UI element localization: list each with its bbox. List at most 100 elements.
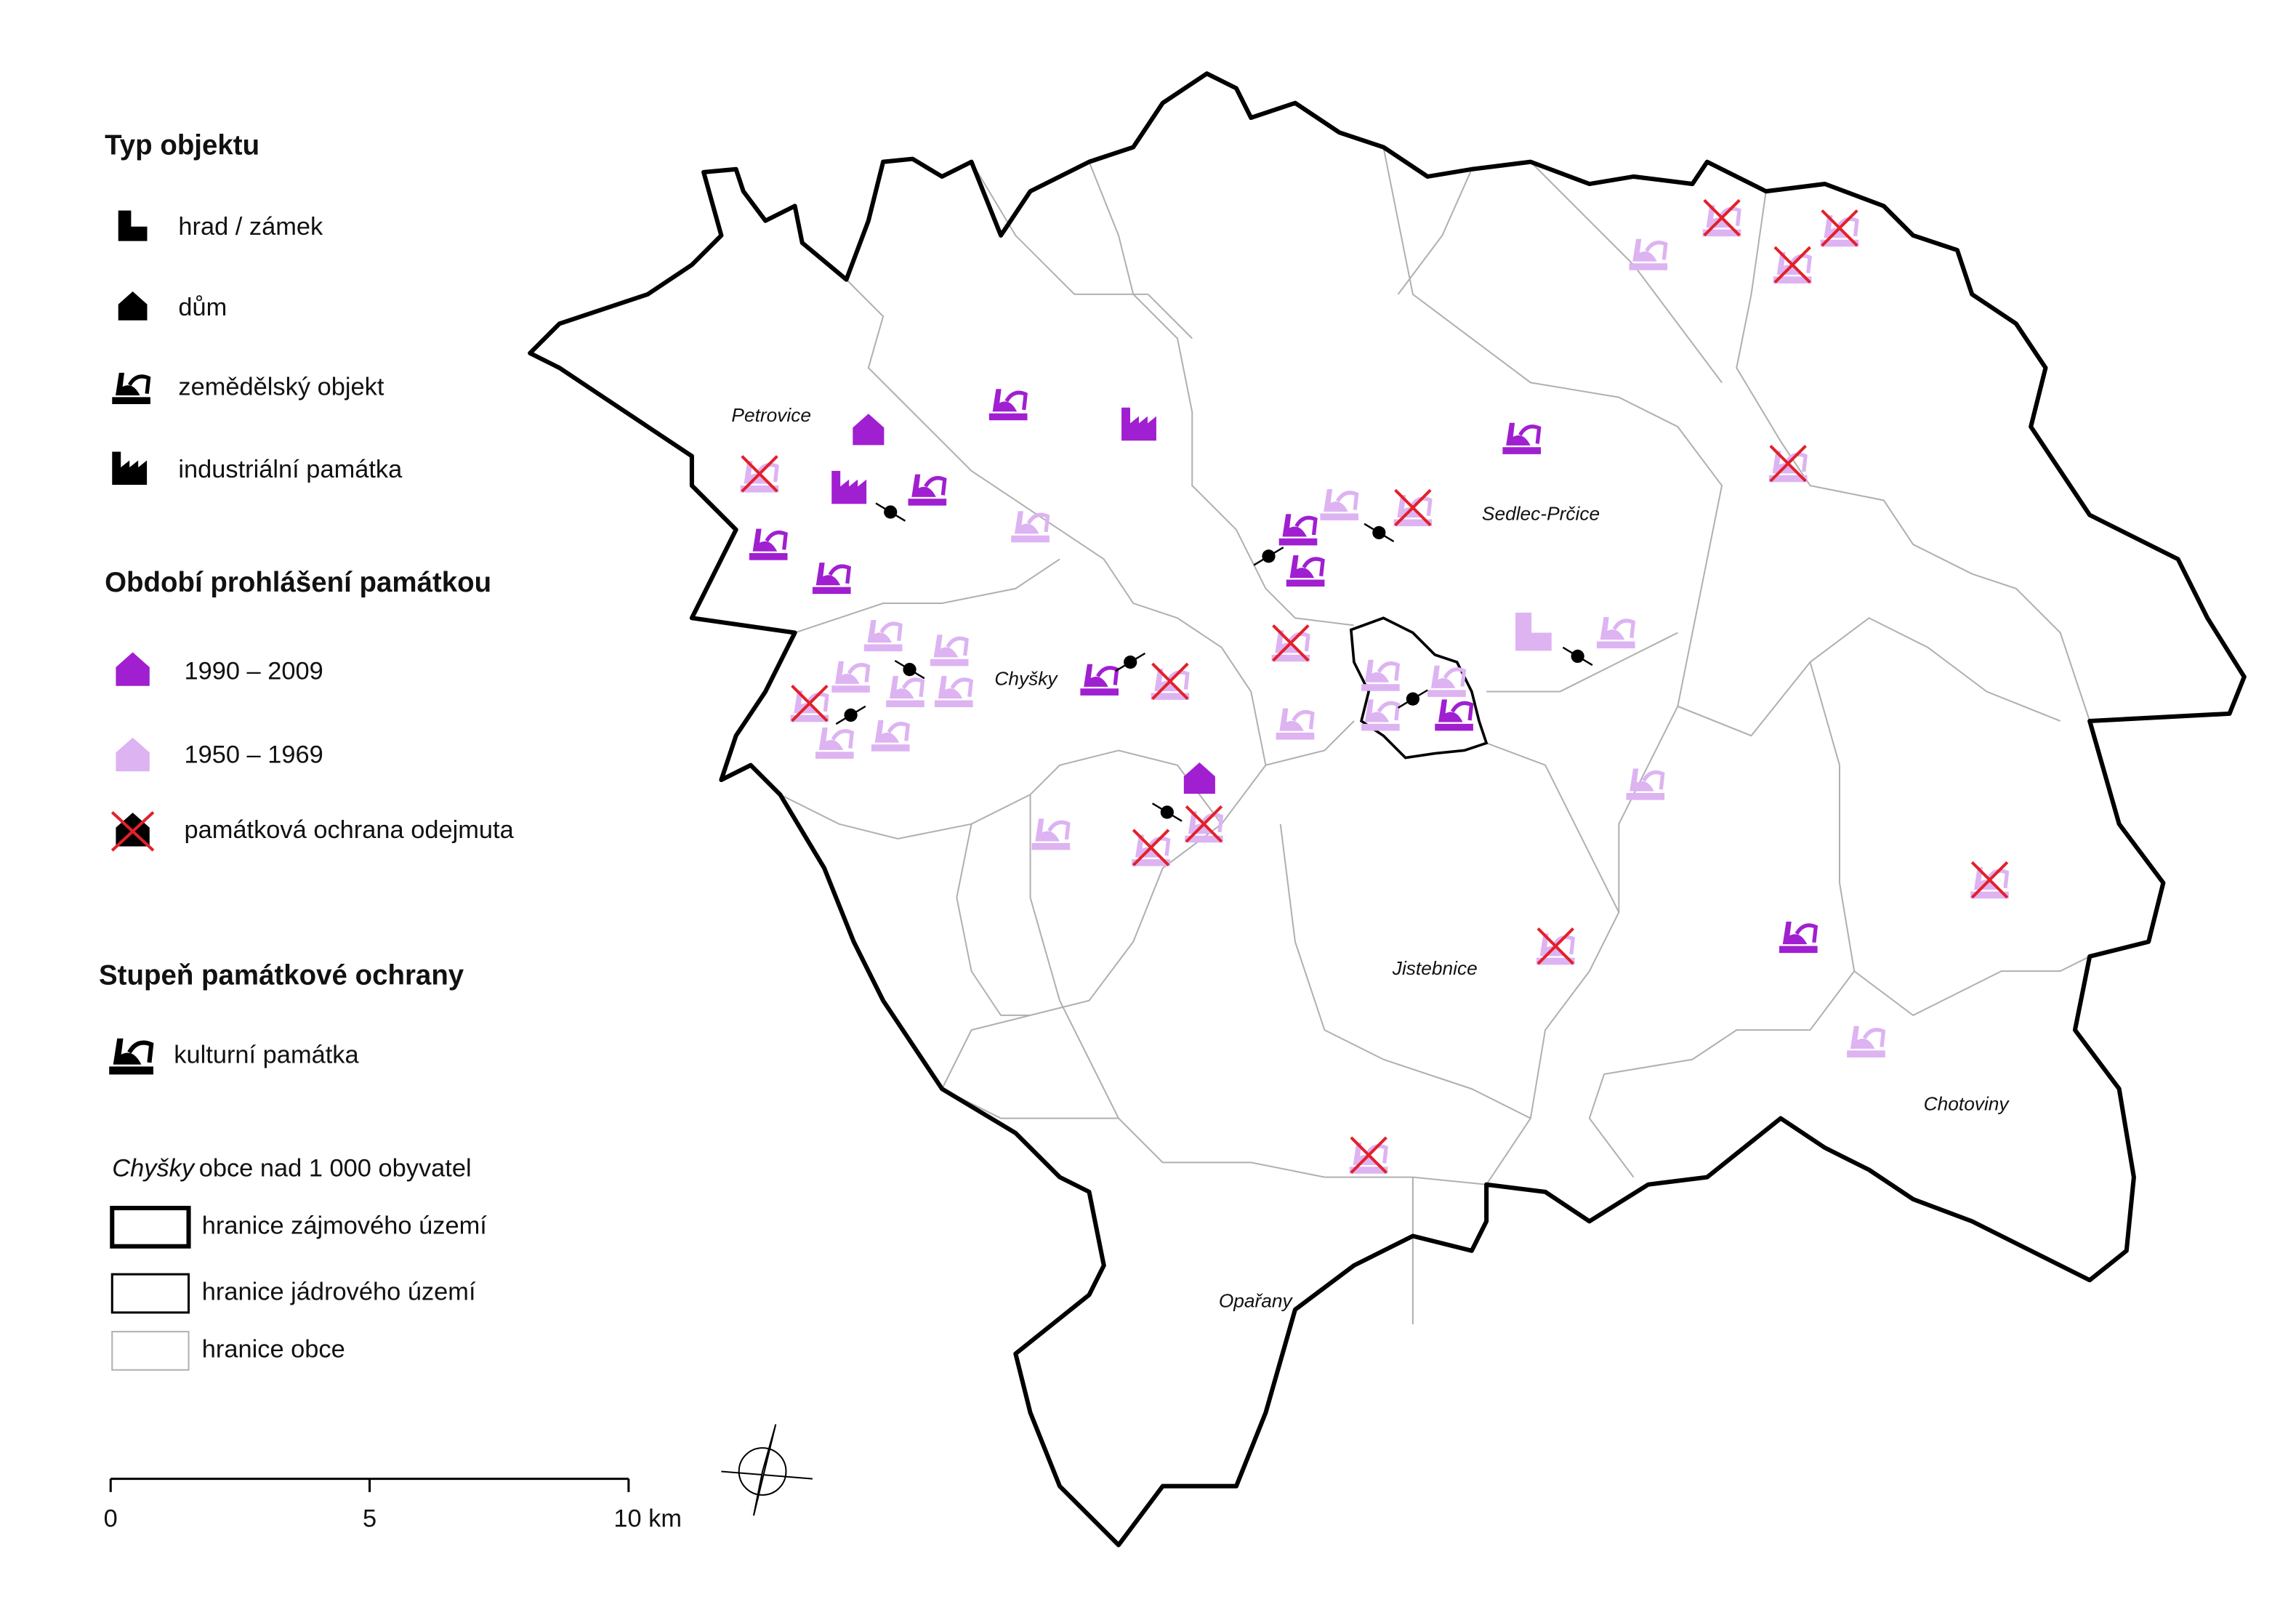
monument-symbol — [1435, 699, 1473, 730]
monument-symbol — [1597, 617, 1635, 648]
monument-symbol — [1427, 666, 1466, 697]
pin — [1406, 692, 1420, 706]
monument-symbol — [1630, 239, 1668, 270]
legend-symbol — [112, 451, 148, 485]
legend-symbol — [109, 1039, 153, 1075]
removed-cross — [1970, 861, 2009, 899]
monument-symbol — [1080, 664, 1119, 696]
legend-symbol — [116, 652, 150, 686]
removed-cross — [1769, 444, 1807, 483]
monument-symbol — [1502, 423, 1541, 454]
monument-symbol — [1032, 818, 1071, 850]
town-label: Chotoviny — [1924, 1092, 2010, 1114]
monument-symbol — [813, 563, 851, 594]
legend-symbol — [118, 291, 148, 321]
legend-label: zemědělský objekt — [178, 374, 384, 401]
monument-symbol — [989, 389, 1028, 420]
removed-cross — [1185, 805, 1223, 843]
legend-town-example: Chyšky — [112, 1155, 196, 1183]
monument-symbol — [853, 414, 885, 446]
pin — [1160, 805, 1174, 819]
core-area-boundary — [1349, 616, 1489, 760]
scale-label: 10 km — [613, 1505, 682, 1532]
monument-symbol — [886, 676, 925, 707]
legend-symbol — [116, 737, 150, 772]
town-label: Opařany — [1219, 1290, 1294, 1312]
monument-symbol — [1626, 769, 1664, 800]
removed-cross — [1703, 198, 1741, 237]
legend-symbol — [118, 210, 148, 241]
removed-cross — [1821, 209, 1858, 247]
pin — [1124, 655, 1137, 669]
town-label: Sedlec-Prčice — [1482, 503, 1600, 525]
monument-symbol — [1320, 489, 1358, 520]
legend-box — [110, 1206, 191, 1249]
north-arrow — [721, 1424, 813, 1525]
legend-cross — [110, 811, 155, 852]
legend-symbol — [112, 373, 150, 404]
monument-symbol — [1286, 555, 1325, 587]
monument-symbol — [831, 470, 867, 504]
monument-symbol — [1183, 762, 1215, 794]
town-label: Chyšky — [994, 667, 1058, 689]
legend-label: hranice jádrového území — [202, 1278, 476, 1306]
legend-box — [111, 1331, 190, 1371]
markers — [741, 198, 2009, 1174]
pin — [844, 708, 858, 722]
monument-symbol — [1361, 660, 1400, 691]
pin — [884, 505, 898, 519]
legend-box — [110, 1273, 190, 1314]
monument-symbol — [1847, 1026, 1885, 1058]
monument-symbol — [1121, 407, 1156, 441]
removed-cross — [1151, 662, 1189, 701]
scale-bar — [109, 1478, 630, 1492]
monument-symbol — [815, 728, 854, 759]
town-label: Petrovice — [731, 404, 811, 426]
legend-label: kulturní památka — [174, 1042, 359, 1069]
legend: Typ objektu hrad / zámek dům zemědělský … — [99, 130, 515, 1371]
monument-symbol — [1011, 511, 1050, 542]
municipal-boundaries — [779, 147, 2091, 1325]
legend-label: 1950 – 1969 — [184, 741, 323, 769]
removed-cross — [1272, 624, 1310, 662]
removed-cross — [1132, 829, 1170, 866]
monument-symbol — [935, 676, 973, 707]
legend-label: 1990 – 2009 — [184, 657, 323, 685]
legend-label: hranice obce — [202, 1336, 345, 1364]
legend-label: hranice zájmového území — [202, 1212, 487, 1240]
removed-cross — [1536, 927, 1575, 965]
pin — [1262, 549, 1276, 563]
monument-symbol — [1276, 709, 1315, 740]
town-label: Jistebnice — [1392, 957, 1478, 979]
scale-label: 5 — [363, 1505, 376, 1532]
removed-cross — [741, 455, 778, 493]
monument-symbol — [930, 635, 969, 666]
legend-title: Období prohlášení památkou — [105, 567, 491, 598]
legend-label: dům — [178, 294, 227, 321]
legend-label: obce nad 1 000 obyvatel — [199, 1155, 472, 1183]
monument-symbol — [749, 529, 788, 560]
legend-label: hrad / zámek — [178, 213, 323, 241]
legend-title: Stupeň památkové ochrany — [99, 959, 464, 991]
pin — [1372, 525, 1386, 539]
legend-title: Typ objektu — [105, 130, 259, 161]
monument-symbol — [1361, 699, 1400, 730]
removed-cross — [1773, 246, 1811, 284]
legend-label: památková ochrana odejmuta — [184, 816, 514, 844]
removed-cross — [1394, 488, 1432, 527]
monument-symbol — [864, 620, 903, 651]
removed-cross — [791, 684, 829, 722]
pin — [903, 663, 917, 677]
monument-symbol — [1515, 612, 1552, 651]
study-area-boundary — [528, 71, 2247, 1547]
monument-symbol — [1779, 922, 1818, 953]
pin — [1571, 649, 1584, 664]
monument-symbol — [909, 475, 947, 506]
monument-symbol — [1279, 514, 1318, 545]
scale-label: 0 — [104, 1505, 118, 1532]
monument-symbol — [831, 661, 870, 693]
removed-cross — [1350, 1136, 1387, 1174]
monument-symbol — [871, 720, 910, 752]
legend-label: industriální památka — [178, 456, 403, 483]
